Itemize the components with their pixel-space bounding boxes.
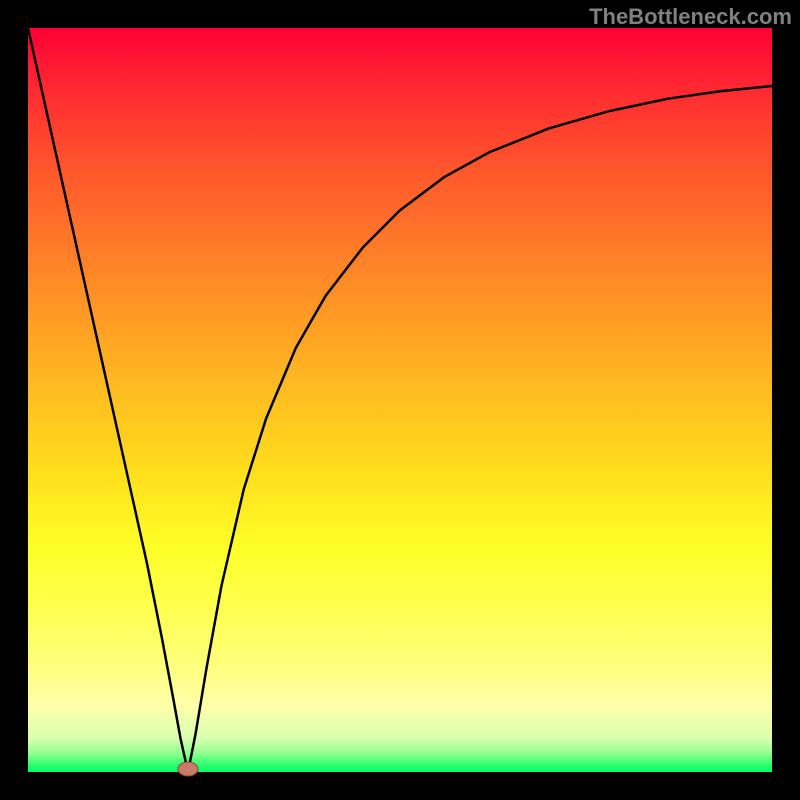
- chart-background: [28, 28, 772, 772]
- chart-svg: [0, 0, 800, 800]
- optimum-marker: [178, 762, 198, 776]
- bottleneck-chart: TheBottleneck.com: [0, 0, 800, 800]
